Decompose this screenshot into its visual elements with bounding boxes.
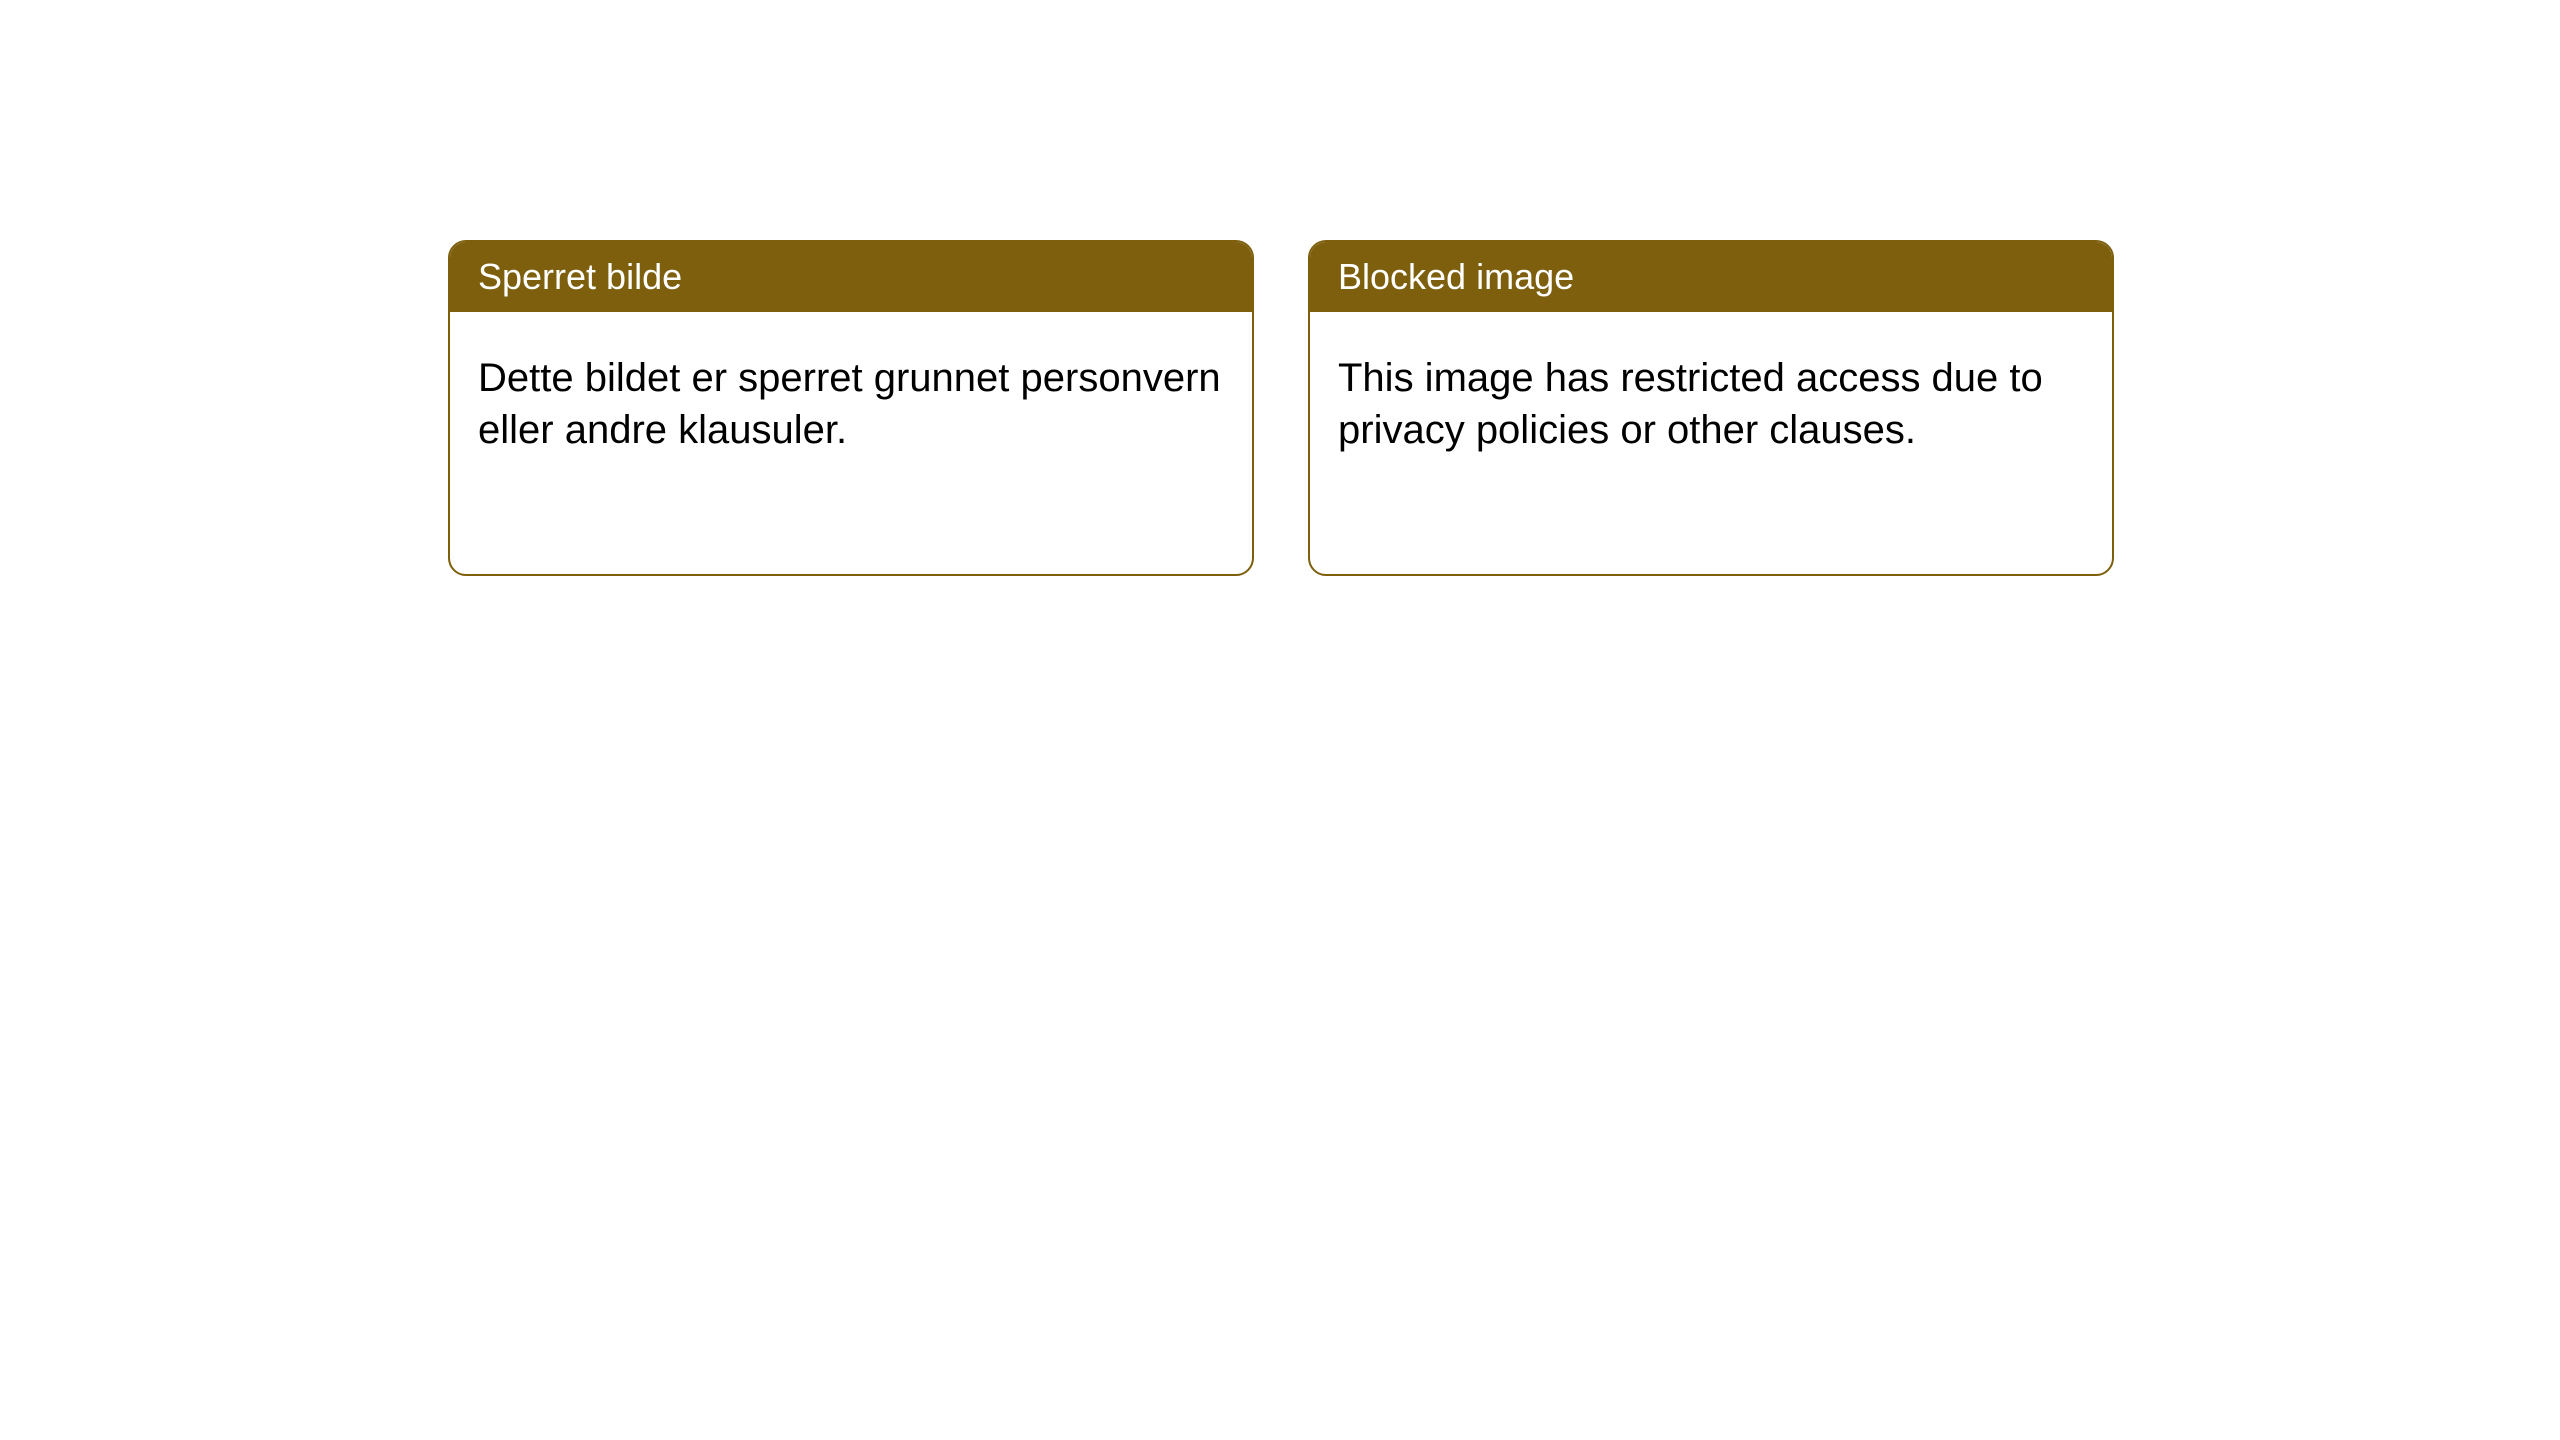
panel-body: This image has restricted access due to …	[1310, 312, 2112, 496]
panel-header: Sperret bilde	[450, 242, 1252, 312]
notice-panel-norwegian: Sperret bilde Dette bildet er sperret gr…	[448, 240, 1254, 576]
panel-body-text: Dette bildet er sperret grunnet personve…	[478, 356, 1221, 452]
panel-header: Blocked image	[1310, 242, 2112, 312]
panel-body: Dette bildet er sperret grunnet personve…	[450, 312, 1252, 496]
notice-panel-english: Blocked image This image has restricted …	[1308, 240, 2114, 576]
panel-title: Blocked image	[1338, 256, 1574, 297]
notice-panels-container: Sperret bilde Dette bildet er sperret gr…	[448, 240, 2114, 576]
panel-title: Sperret bilde	[478, 256, 682, 297]
panel-body-text: This image has restricted access due to …	[1338, 356, 2043, 452]
